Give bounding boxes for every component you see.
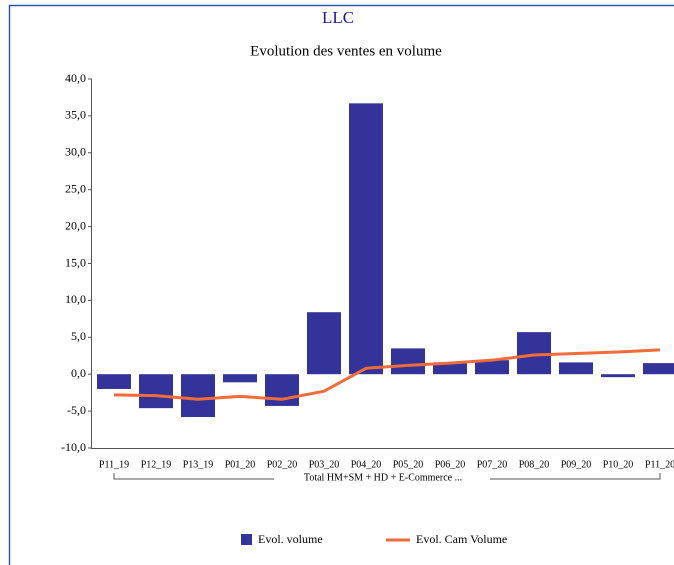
x-tick-label: P06_20 <box>435 459 466 470</box>
x-tick-label: P11_19 <box>99 459 129 470</box>
y-tick-label: 25,0 <box>65 181 86 195</box>
legend-label: Evol. Cam Volume <box>416 532 507 546</box>
bar <box>349 103 383 375</box>
x-tick-label: P04_20 <box>351 459 382 470</box>
x-tick-label: P01_20 <box>225 459 256 470</box>
legend-label: Evol. volume <box>258 532 323 546</box>
chart-title: LLC <box>322 8 354 27</box>
bar <box>433 362 467 375</box>
bar <box>265 374 299 406</box>
bar <box>601 374 635 378</box>
y-tick-label: 30,0 <box>65 145 86 159</box>
x-tick-label: P05_20 <box>393 459 424 470</box>
group-bracket <box>113 473 661 480</box>
legend-swatch <box>241 534 252 545</box>
y-tick-label: 20,0 <box>65 218 86 232</box>
x-tick-label: P08_20 <box>519 459 550 470</box>
x-tick-label: P03_20 <box>309 459 340 470</box>
x-tick-label: P10_20 <box>603 459 634 470</box>
y-tick-label: 40,0 <box>65 71 86 85</box>
bar <box>181 374 215 418</box>
bar <box>307 312 341 375</box>
bar <box>139 374 173 409</box>
y-tick-label: 35,0 <box>65 108 86 122</box>
x-tick-label: P09_20 <box>561 459 592 470</box>
group-label: Total HM+SM + HD + E-Commerce ... <box>304 472 462 483</box>
bar <box>391 348 425 375</box>
x-tick-label: P13_19 <box>183 459 214 470</box>
x-tick-label: P02_20 <box>267 459 298 470</box>
bar <box>223 374 257 383</box>
bar <box>559 362 593 375</box>
y-tick-label: -5,0 <box>67 403 86 417</box>
bar <box>97 374 131 389</box>
x-tick-label: P11_20 <box>645 459 674 470</box>
chart-subtitle: Evolution des ventes en volume <box>250 43 442 59</box>
y-tick-label: 5,0 <box>71 329 86 343</box>
x-tick-label: P07_20 <box>477 459 508 470</box>
bar <box>475 360 509 375</box>
line <box>113 348 661 401</box>
y-tick-label: 10,0 <box>65 292 86 306</box>
y-tick-label: 0,0 <box>71 366 86 380</box>
bar <box>643 363 674 375</box>
y-tick-label: -10,0 <box>61 440 86 454</box>
y-tick-label: 15,0 <box>65 255 86 269</box>
x-tick-label: P12_19 <box>141 459 172 470</box>
